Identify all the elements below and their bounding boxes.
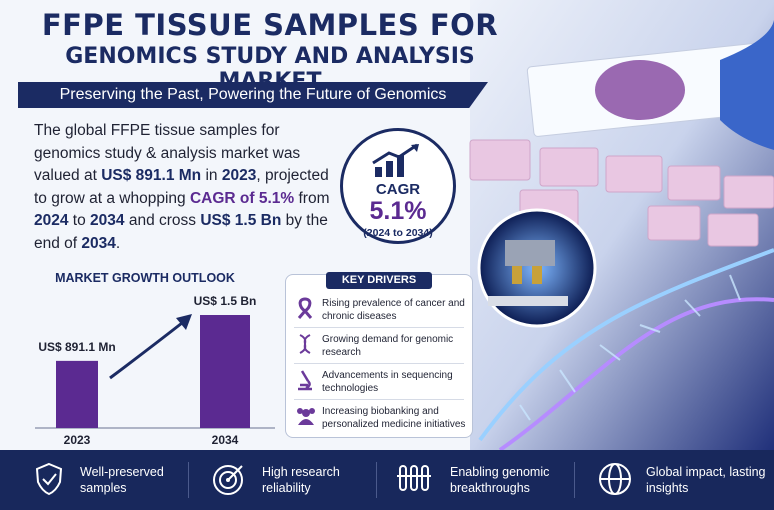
microscope-icon	[298, 370, 312, 391]
cagr-label: CAGR	[375, 181, 421, 198]
bar	[56, 360, 98, 428]
footer-item: High research reliability	[262, 465, 340, 495]
cagr-value: 5.1%	[369, 197, 427, 225]
people-icon	[297, 408, 315, 425]
text: .	[115, 234, 121, 252]
text: US$ 1.5 Bn	[200, 212, 282, 229]
x-tick-label: 2034	[212, 433, 239, 447]
driver: Growing demand for genomic research	[322, 334, 454, 358]
shield-icon	[35, 462, 63, 496]
text: in	[201, 167, 222, 184]
text: and cross	[124, 212, 201, 229]
growth-arrow	[109, 321, 183, 380]
text: 2034	[81, 234, 116, 252]
cagr-badge: CAGR 5.1% (2024 to 2034)	[340, 128, 456, 244]
title: FFPE TISSUE SAMPLES FOR	[41, 8, 499, 42]
text: from	[294, 189, 330, 207]
chart: MARKET GROWTH OUTLOOK US$ 891.1 Mn 2023 US…	[35, 271, 275, 447]
intro-text: The global FFPE tissue samples for genom…	[34, 120, 334, 255]
arrow-head	[176, 314, 192, 330]
cagr-period: (2024 to 2034)	[363, 227, 433, 239]
value-label: US$ 1.5 Bn	[194, 294, 257, 308]
driver: Increasing biobanking and personalized m…	[322, 406, 466, 430]
key-drivers: KEY DRIVERS Rising prevalence of cancer …	[285, 272, 473, 438]
text: to	[68, 212, 91, 229]
text: US$ 891.1 Mn	[101, 167, 202, 184]
bar	[200, 315, 250, 428]
footer-item: Enabling genomic breakthroughs	[450, 465, 550, 495]
chart-title: MARKET GROWTH OUTLOOK	[55, 271, 235, 285]
background-art	[469, 0, 774, 450]
tubes-icon	[397, 465, 431, 491]
text: by the end of	[34, 212, 328, 252]
text: CAGR of 5.1%	[189, 189, 295, 207]
text: The global FFPE tissue samples for genom…	[34, 122, 301, 184]
footer: Well-preserved samples High research rel…	[0, 450, 774, 510]
x-tick-label: 2023	[64, 433, 91, 447]
drivers-title: KEY DRIVERS	[326, 272, 432, 289]
text: 2034	[90, 212, 125, 229]
footer-item: Global impact, lasting insights	[646, 465, 766, 495]
target-icon	[213, 465, 243, 495]
dna-icon	[299, 334, 311, 354]
driver: Advancements in sequencing technologies	[322, 370, 453, 394]
text: 2024	[34, 212, 69, 229]
text: , projected to grow at a whopping	[34, 167, 329, 207]
growth-icon	[372, 143, 419, 177]
driver: Rising prevalence of cancer and chronic …	[322, 298, 465, 322]
text: 2023	[221, 167, 257, 184]
ribbon-icon	[297, 297, 313, 319]
globe-icon	[599, 463, 631, 495]
tagline: Preserving the Past, Powering the Future…	[18, 82, 488, 108]
footer-item: Well-preserved samples	[80, 465, 164, 495]
value-label: US$ 891.1 Mn	[38, 340, 115, 354]
